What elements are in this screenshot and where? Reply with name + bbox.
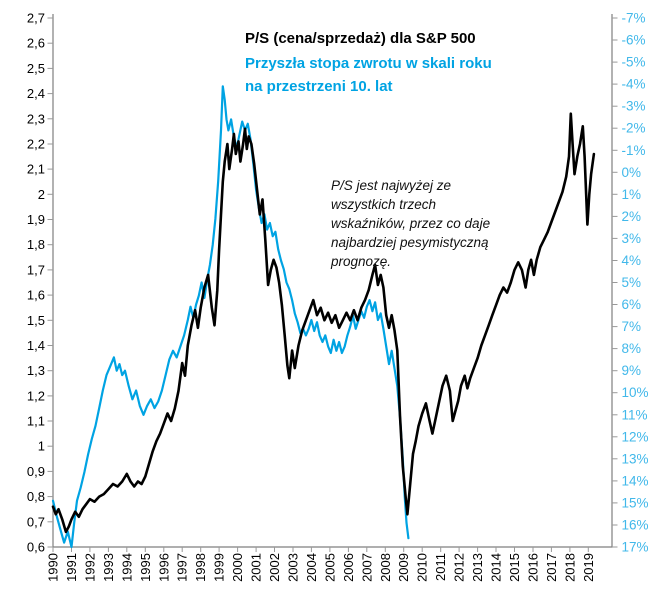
y-left-label: 2,3 xyxy=(27,111,45,126)
y-right-label: -6% xyxy=(622,33,646,48)
x-year-label: 1998 xyxy=(193,553,208,582)
y-left-label: 0,8 xyxy=(27,489,45,504)
x-year-label: 2008 xyxy=(378,553,393,582)
annotation-line: prognozę. xyxy=(331,254,392,269)
x-year-label: 1994 xyxy=(119,553,134,582)
x-year-label: 2002 xyxy=(267,553,282,582)
x-year-label: 2010 xyxy=(415,553,430,582)
y-right-label: 15% xyxy=(622,495,649,510)
y-right-label: 9% xyxy=(622,363,642,378)
y-right-label: 14% xyxy=(622,473,649,488)
x-year-label: 1996 xyxy=(156,553,171,582)
annotation-line: P/S jest najwyżej ze xyxy=(331,178,452,193)
x-year-label: 1990 xyxy=(46,553,61,582)
y-left-label: 1,8 xyxy=(27,237,45,252)
x-year-label: 2013 xyxy=(470,553,485,582)
y-right-label: -2% xyxy=(622,121,646,136)
y-left-label: 1 xyxy=(38,439,45,454)
y-left-label: 1,9 xyxy=(27,212,45,227)
ps-line xyxy=(51,112,596,534)
y-left-label: 2 xyxy=(38,187,45,202)
x-year-label: 2016 xyxy=(526,553,541,582)
y-left-label: 1,6 xyxy=(27,288,45,303)
y-right-label: -7% xyxy=(622,11,646,26)
y-right-label: 6% xyxy=(622,297,642,312)
y-right-label: 11% xyxy=(622,407,648,422)
y-right-label: 8% xyxy=(622,341,642,356)
chart-subtitle: Przyszła stopa zwrotu w skali roku na pr… xyxy=(245,52,492,98)
y-left-label: 1,7 xyxy=(27,262,45,277)
y-left-label: 2,4 xyxy=(27,86,45,101)
y-left-label: 1,2 xyxy=(27,388,45,403)
y-right-label: 4% xyxy=(622,253,642,268)
annotation-line: wskaźników, przez co daje xyxy=(331,216,491,231)
x-year-label: 1995 xyxy=(138,553,153,582)
annotation-line: wszystkich trzech xyxy=(331,197,437,212)
x-year-label: 2001 xyxy=(249,553,264,582)
x-year-label: 1993 xyxy=(101,553,116,582)
y-right-label: 16% xyxy=(622,518,649,533)
annotation-line: najbardziej pesymistyczną xyxy=(331,235,489,250)
y-right-label: 3% xyxy=(622,231,642,246)
y-right-label: -5% xyxy=(622,55,646,70)
x-year-label: 1992 xyxy=(82,553,97,582)
y-right-label: 10% xyxy=(622,385,649,400)
y-right-label: 0% xyxy=(622,165,642,180)
y-left-label: 1,4 xyxy=(27,338,45,353)
x-year-label: 2006 xyxy=(341,553,356,582)
x-year-label: 1999 xyxy=(212,553,227,582)
x-year-label: 2000 xyxy=(230,553,245,582)
x-year-label: 2012 xyxy=(452,553,467,582)
x-year-label: 2011 xyxy=(433,553,448,581)
x-year-label: 2014 xyxy=(489,553,504,582)
y-left-label: 1,5 xyxy=(27,313,45,328)
axis-frame xyxy=(52,14,613,548)
chart-annotation: P/S jest najwyżej ze wszystkich trzech w… xyxy=(331,176,531,271)
x-year-label: 2017 xyxy=(544,553,559,582)
chart-subtitle-line2: na przestrzeni 10. lat xyxy=(245,78,393,95)
y-left-label: 1,3 xyxy=(27,363,45,378)
x-year-label: 2007 xyxy=(359,553,374,582)
y-right-label: -4% xyxy=(622,77,646,92)
y-left-label: 1,1 xyxy=(27,414,45,429)
y-left-label: 0,6 xyxy=(27,540,45,555)
x-year-label: 2019 xyxy=(581,553,596,582)
chart-title: P/S (cena/sprzedaż) dla S&P 500 xyxy=(245,30,476,47)
y-right-label: 2% xyxy=(622,209,642,224)
x-year-label: 2004 xyxy=(304,553,319,582)
y-left-label: 2,1 xyxy=(27,162,45,177)
y-left-label: 2,6 xyxy=(27,36,45,51)
chart-subtitle-line1: Przyszła stopa zwrotu w skali roku xyxy=(245,55,492,72)
x-year-label: 1991 xyxy=(64,553,79,582)
x-year-label: 2018 xyxy=(562,553,577,582)
x-year-label: 2005 xyxy=(322,553,337,582)
x-year-label: 2003 xyxy=(286,553,301,582)
y-left-label: 2,5 xyxy=(27,61,45,76)
y-right-label: 1% xyxy=(622,187,642,202)
x-year-label: 2009 xyxy=(396,553,411,582)
y-right-label: -3% xyxy=(622,99,646,114)
y-right-label: 17% xyxy=(622,540,649,555)
y-left-label: 0,9 xyxy=(27,464,45,479)
x-year-label: 2015 xyxy=(507,553,522,582)
y-left-label: 0,7 xyxy=(27,514,45,529)
y-right-label: 5% xyxy=(622,275,642,290)
y-right-label: 12% xyxy=(622,429,649,444)
y-left-label: 2,2 xyxy=(27,137,45,152)
y-right-label: 7% xyxy=(622,319,642,334)
y-right-label: -1% xyxy=(622,143,646,158)
x-year-label: 1997 xyxy=(175,553,190,582)
y-right-label: 13% xyxy=(622,451,649,466)
y-left-label: 2,7 xyxy=(27,11,45,26)
